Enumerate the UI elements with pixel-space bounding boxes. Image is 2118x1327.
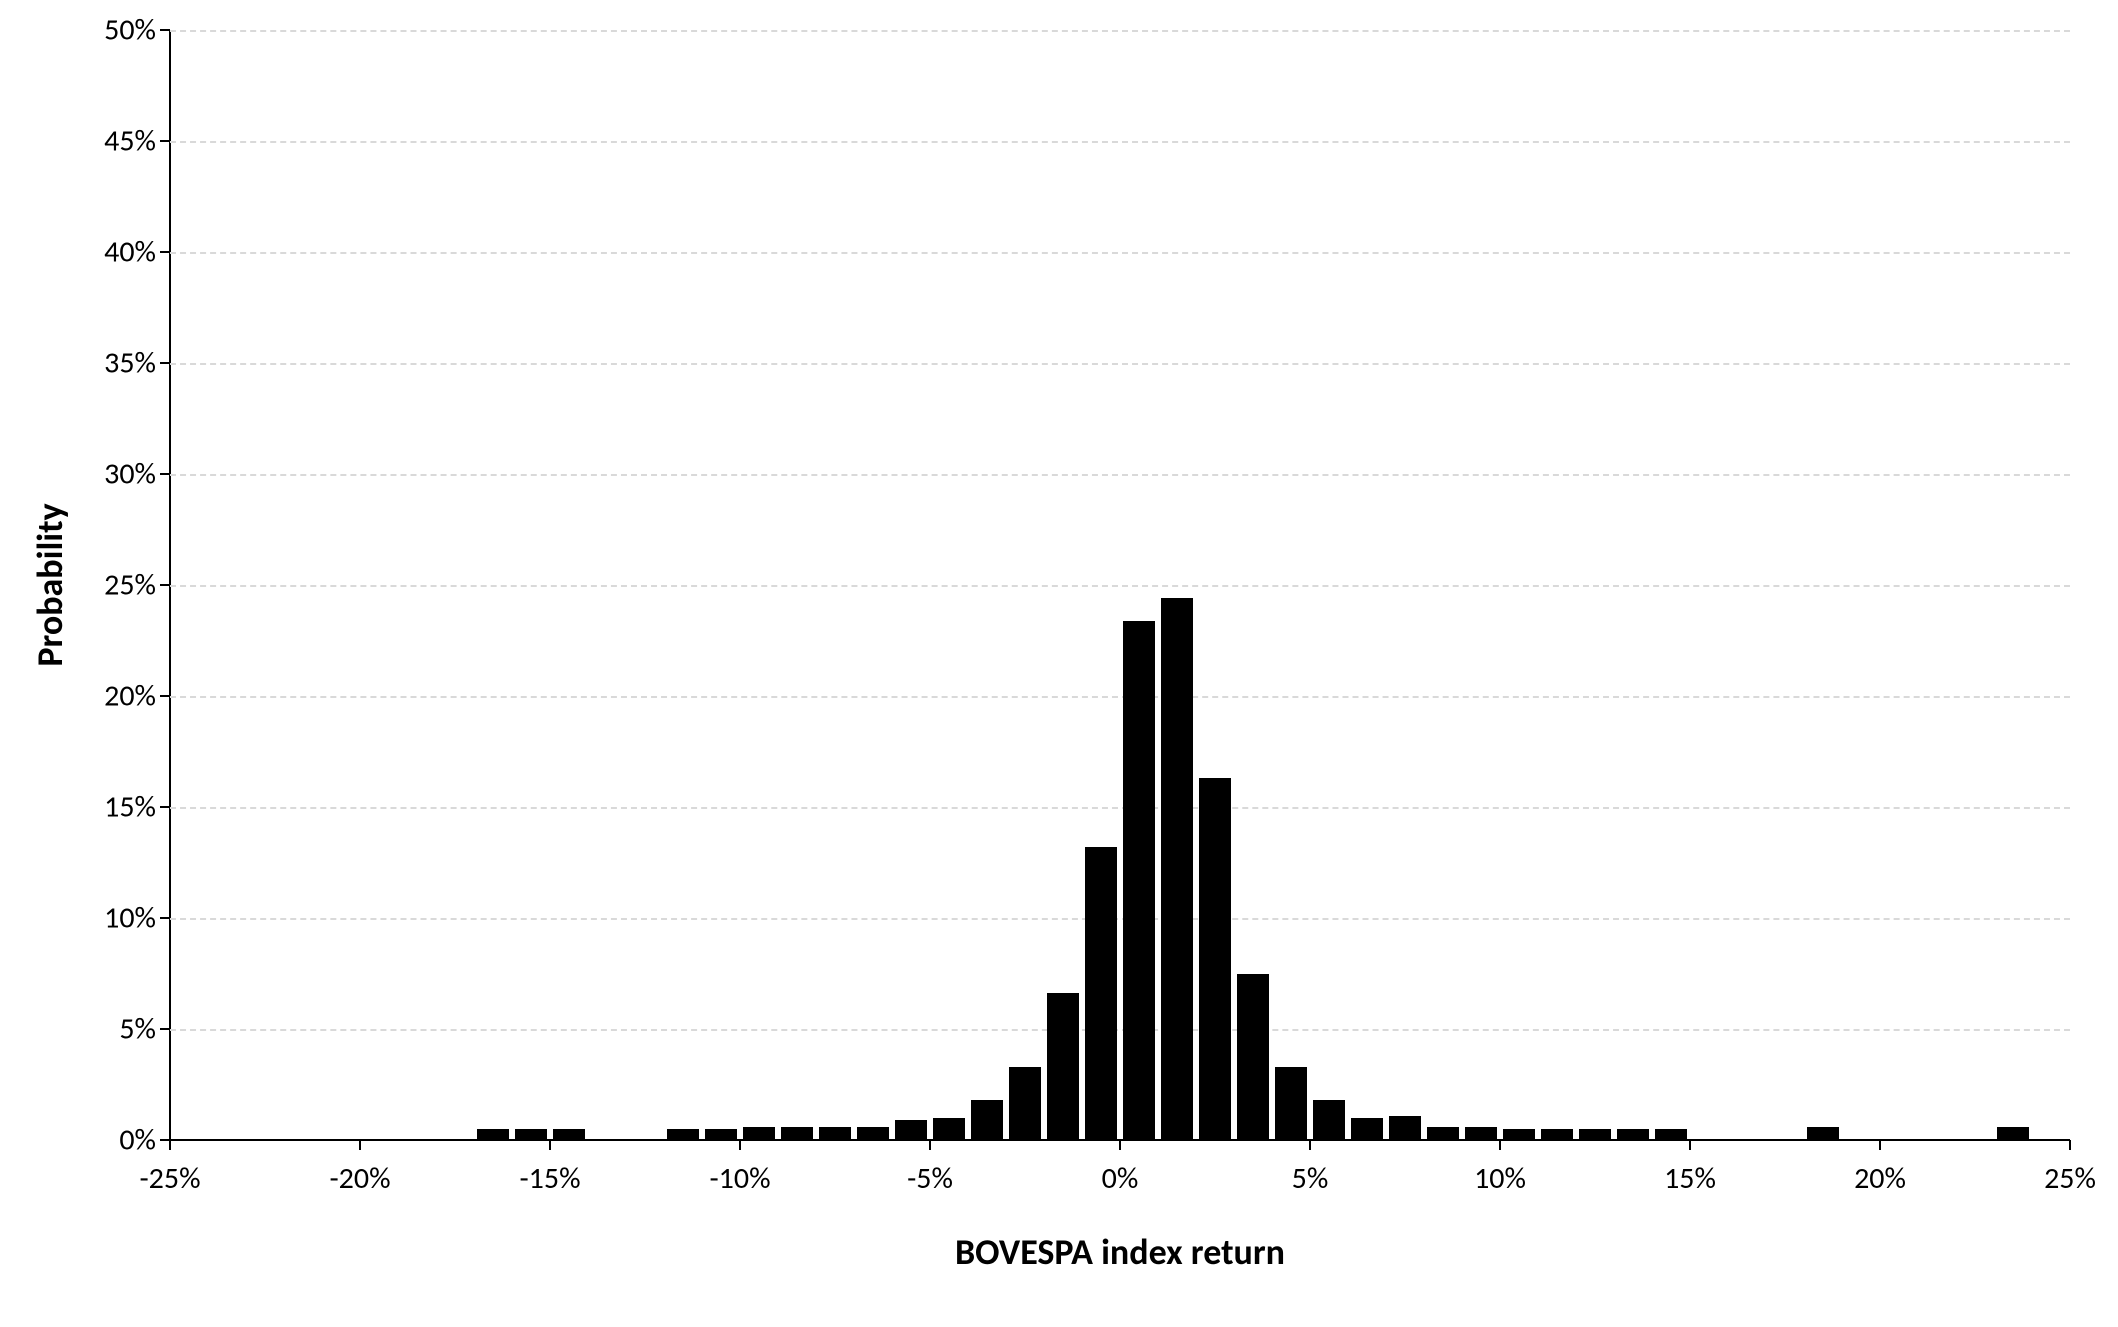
gridline — [170, 918, 2070, 920]
histogram-bar — [477, 1129, 510, 1140]
histogram-bar — [705, 1129, 738, 1140]
x-tick-label: 25% — [2044, 1140, 2096, 1197]
histogram-bar — [971, 1100, 1004, 1140]
histogram-bar — [1465, 1127, 1498, 1140]
histogram-bar — [1199, 778, 1232, 1140]
x-tick-label: -5% — [907, 1140, 953, 1197]
x-tick-label: 5% — [1292, 1140, 1329, 1197]
histogram-bar — [781, 1127, 814, 1140]
gridline — [170, 474, 2070, 476]
gridline — [170, 30, 2070, 32]
histogram-bar — [819, 1127, 852, 1140]
histogram-bar — [857, 1127, 890, 1140]
x-tick-label: 0% — [1102, 1140, 1139, 1197]
histogram-bar — [1123, 621, 1156, 1140]
gridline — [170, 141, 2070, 143]
histogram-bar — [895, 1120, 928, 1140]
histogram-bar — [1541, 1129, 1574, 1140]
histogram-bar — [553, 1129, 586, 1140]
histogram-bar — [1427, 1127, 1460, 1140]
histogram-bar — [1009, 1067, 1042, 1140]
y-tick-label: 40% — [104, 234, 170, 271]
histogram-bar — [1617, 1129, 1650, 1140]
x-tick-label: -25% — [139, 1140, 200, 1197]
y-tick-label: 50% — [104, 12, 170, 49]
gridline — [170, 252, 2070, 254]
histogram-bar — [1237, 974, 1270, 1141]
gridline — [170, 585, 2070, 587]
x-tick-label: -10% — [709, 1140, 770, 1197]
histogram-bar — [1351, 1118, 1384, 1140]
x-tick-label: 20% — [1854, 1140, 1906, 1197]
x-tick-label: -15% — [519, 1140, 580, 1197]
histogram-bar — [1085, 847, 1118, 1140]
histogram-bar — [1389, 1116, 1422, 1140]
x-axis-title: BOVESPA index return — [955, 1230, 1285, 1274]
y-tick-label: 15% — [104, 789, 170, 826]
y-tick-label: 45% — [104, 123, 170, 160]
gridline — [170, 807, 2070, 809]
histogram-bar — [1047, 993, 1080, 1140]
gridline — [170, 1029, 2070, 1031]
histogram-bar — [1997, 1127, 2030, 1140]
x-tick-label: 15% — [1664, 1140, 1716, 1197]
histogram-bar — [515, 1129, 548, 1140]
histogram-bar — [667, 1129, 700, 1140]
y-tick-label: 5% — [119, 1011, 170, 1048]
y-tick-label: 10% — [104, 900, 170, 937]
y-tick-label: 20% — [104, 678, 170, 715]
gridline — [170, 696, 2070, 698]
histogram-bar — [1313, 1100, 1346, 1140]
plot-area: 0%5%10%15%20%25%30%35%40%45%50%-25%-20%-… — [170, 30, 2070, 1140]
histogram-bar — [1503, 1129, 1536, 1140]
gridline — [170, 363, 2070, 365]
histogram-bar — [933, 1118, 966, 1140]
y-axis-title: Probability — [28, 503, 72, 666]
y-tick-label: 30% — [104, 456, 170, 493]
histogram-bar — [1807, 1127, 1840, 1140]
histogram-bar — [1275, 1067, 1308, 1140]
y-tick-label: 35% — [104, 345, 170, 382]
x-tick-label: -20% — [329, 1140, 390, 1197]
histogram-bar — [1579, 1129, 1612, 1140]
chart-container: 0% 5% 10% 15% 20% 25% 30% 35% 40% 45% 50% -25% -20% -… — [0, 0, 2118, 1327]
histogram-bar — [743, 1127, 776, 1140]
y-tick-label: 25% — [104, 567, 170, 604]
x-tick-label: 10% — [1474, 1140, 1526, 1197]
histogram-bar — [1655, 1129, 1688, 1140]
histogram-bar — [1161, 598, 1194, 1140]
